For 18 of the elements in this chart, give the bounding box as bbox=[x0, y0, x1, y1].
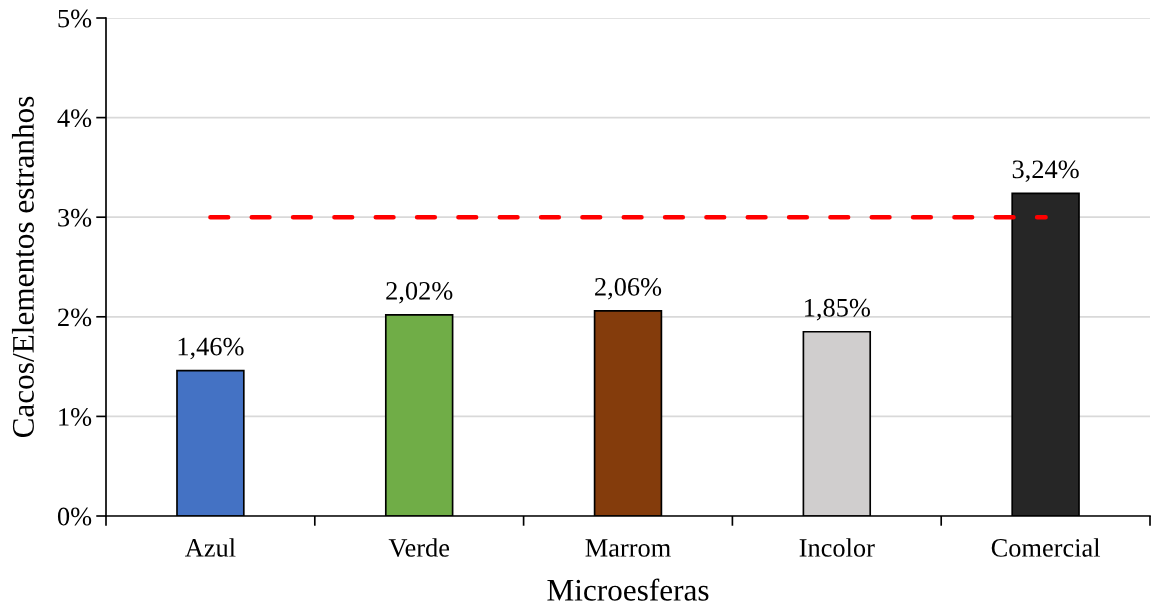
data-label: 3,24% bbox=[1012, 160, 1079, 183]
x-tick-label: Comercial bbox=[991, 538, 1101, 557]
x-tick-label: Azul bbox=[185, 538, 236, 557]
x-tick-label: Incolor bbox=[799, 538, 875, 557]
data-label: 2,06% bbox=[595, 277, 662, 300]
y-tick-label: 4% bbox=[57, 109, 92, 128]
x-tick-label: Verde bbox=[388, 538, 450, 557]
data-label: 1,85% bbox=[805, 298, 870, 321]
data-label: 1,46% bbox=[178, 337, 244, 360]
data-label: 2,02% bbox=[386, 281, 453, 304]
y-tick-label: 3% bbox=[58, 208, 92, 227]
y-tick-label: 5% bbox=[58, 9, 92, 28]
y-axis-title: Cacos/Elementos estranhos bbox=[11, 96, 34, 438]
y-tick-label: 1% bbox=[59, 408, 92, 426]
x-tick-label: Marrom bbox=[585, 539, 671, 557]
y-tick-label: 2% bbox=[58, 308, 92, 327]
x-axis-title: Microesferas bbox=[547, 578, 709, 601]
y-tick-label: 0% bbox=[57, 507, 92, 526]
